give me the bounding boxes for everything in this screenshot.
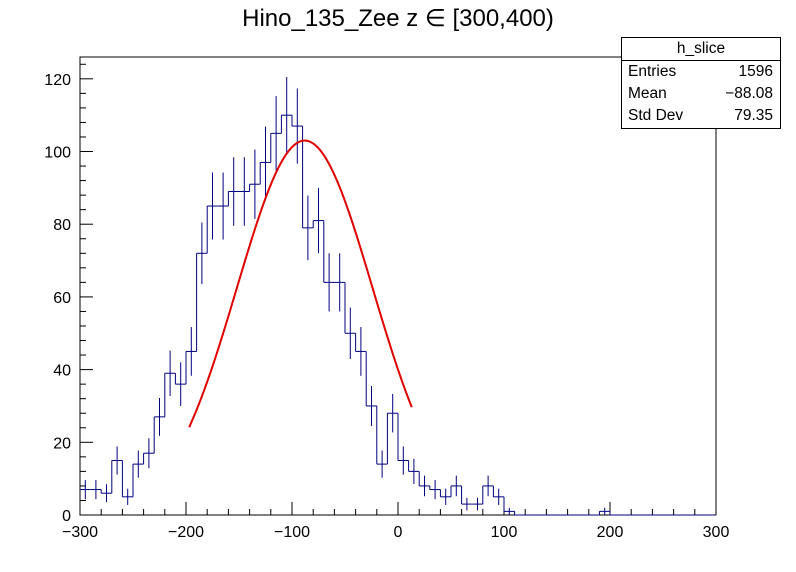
y-tick-label: 120 — [44, 72, 71, 89]
stats-mean-value: −88.08 — [725, 85, 773, 102]
y-tick-label: 80 — [53, 217, 71, 234]
chart-title: Hino_135_Zee z ∈ [300,400) — [242, 5, 554, 32]
y-tick-label: 100 — [44, 145, 71, 162]
y-tick-label: 20 — [53, 435, 71, 452]
x-tick-label: 0 — [394, 524, 403, 541]
stats-std-value: 79.35 — [734, 107, 773, 124]
x-tick-label: 100 — [491, 524, 518, 541]
x-tick-label: 200 — [597, 524, 624, 541]
y-tick-label: 60 — [53, 290, 71, 307]
y-tick-label: 0 — [62, 508, 71, 525]
stats-name: h_slice — [622, 38, 780, 61]
x-tick-label: −100 — [274, 524, 310, 541]
x-tick-label: 300 — [703, 524, 730, 541]
stats-mean-label: Mean — [628, 85, 667, 102]
stats-std-label: Std Dev — [628, 107, 684, 124]
stats-entries-value: 1596 — [738, 63, 773, 80]
fit-curve — [188, 139, 413, 428]
stats-entries-row: Entries 1596 — [622, 61, 780, 83]
stats-entries-label: Entries — [628, 63, 677, 80]
stats-box: h_slice Entries 1596 Mean −88.08 Std Dev… — [621, 37, 781, 129]
y-tick-label: 40 — [53, 363, 71, 380]
x-tick-label: −300 — [62, 524, 98, 541]
x-tick-label: −200 — [168, 524, 204, 541]
stats-std-row: Std Dev 79.35 — [622, 105, 780, 127]
stats-mean-row: Mean −88.08 — [622, 83, 780, 105]
